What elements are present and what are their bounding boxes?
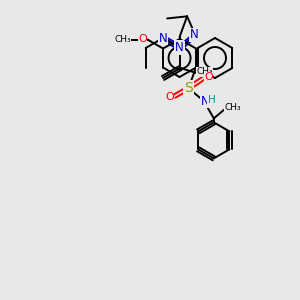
Text: N: N [176, 41, 185, 55]
Text: O: O [138, 34, 147, 44]
Text: CH₃: CH₃ [196, 68, 213, 76]
Text: N: N [200, 94, 209, 107]
Text: CH₃: CH₃ [225, 103, 242, 112]
Text: H: H [208, 95, 216, 105]
Text: CH₃: CH₃ [114, 35, 131, 44]
Text: O: O [204, 72, 213, 82]
Text: S: S [184, 81, 193, 95]
Text: O: O [165, 92, 174, 102]
Text: N: N [175, 40, 184, 53]
Text: N: N [190, 28, 199, 41]
Text: N: N [159, 32, 167, 44]
